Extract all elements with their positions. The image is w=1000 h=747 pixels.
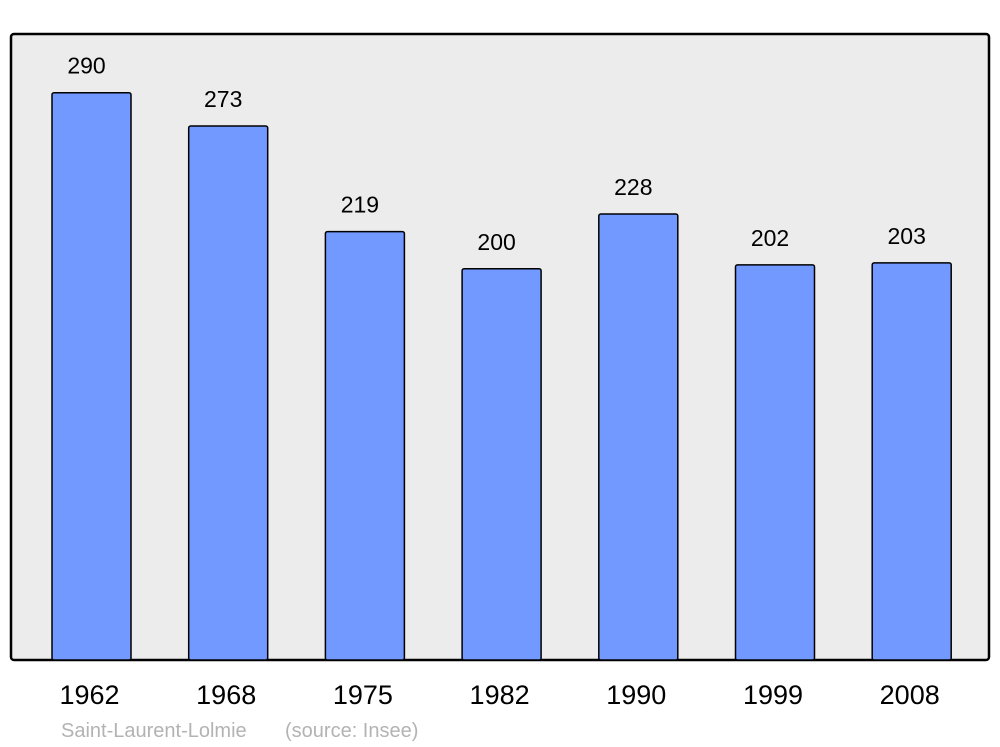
x-tick-label: 1968 (196, 680, 256, 710)
x-tick-label: 1975 (333, 680, 393, 710)
footer-place: Saint-Laurent-Lolmie (61, 720, 247, 742)
bar-1982 (461, 268, 542, 661)
data-label-2008: 203 (888, 223, 926, 249)
data-label-1982: 200 (477, 229, 515, 255)
footer-source: (source: Insee) (285, 720, 418, 742)
bar-1975 (324, 230, 406, 661)
data-label-1975: 219 (341, 192, 379, 218)
bar-1962 (51, 91, 132, 661)
bar-1999 (734, 264, 816, 661)
bar-1968 (187, 125, 269, 661)
bar-1990 (598, 213, 679, 661)
data-label-1990: 228 (614, 174, 652, 200)
bar-2008 (871, 262, 952, 661)
x-tick-label: 1962 (59, 680, 119, 710)
data-label-1999: 202 (751, 225, 789, 251)
x-tick-label: 1999 (743, 680, 803, 710)
x-tick-label: 1982 (470, 680, 530, 710)
x-tick-label: 1990 (606, 680, 666, 710)
data-label-1968: 273 (204, 86, 242, 112)
x-tick-label: 2008 (880, 680, 940, 710)
data-label-1962: 290 (67, 53, 105, 79)
